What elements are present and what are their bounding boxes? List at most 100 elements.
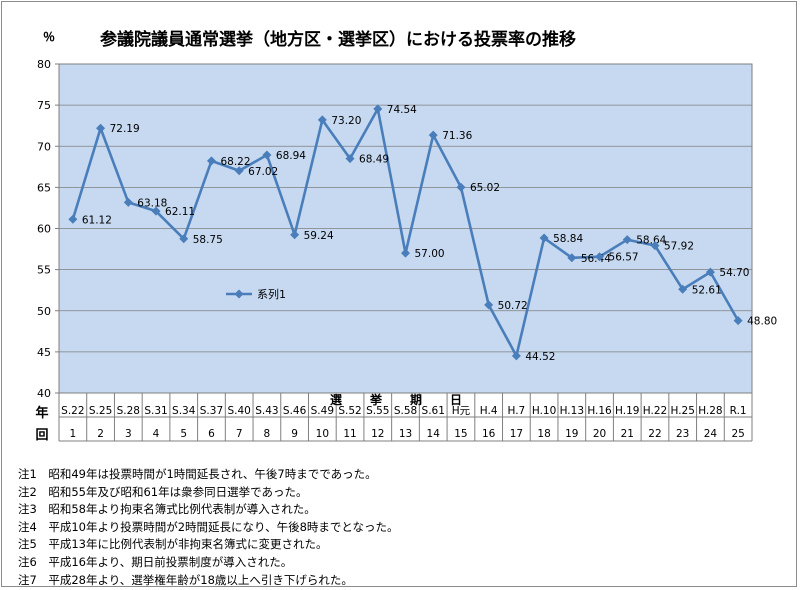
x-tick-label: H.16 [587, 405, 612, 417]
y-tick-label: 75 [37, 99, 51, 112]
data-label: 44.52 [525, 351, 555, 363]
data-point-marker [234, 166, 244, 176]
data-label: 54.70 [719, 267, 749, 279]
line-chart: 参議院議員通常選挙（地方区・選挙区）における投票率の推移 ％ 404550556… [35, 29, 777, 443]
data-label: 56.57 [609, 252, 639, 264]
round-label: 11 [343, 428, 356, 440]
x-tick-label: H元 [452, 405, 471, 417]
y-tick-label: 45 [37, 346, 51, 359]
data-point-marker [567, 253, 577, 263]
data-label: 68.94 [276, 150, 306, 162]
row-label-era: 年 [35, 405, 48, 421]
data-label: 61.12 [82, 214, 112, 226]
legend-label: 系列1 [257, 287, 286, 301]
round-label: 20 [593, 428, 606, 440]
data-point-marker [290, 230, 300, 240]
y-tick-label: 80 [37, 58, 51, 71]
data-point-marker [179, 234, 189, 244]
x-tick-label: S.34 [172, 405, 196, 417]
data-point-marker [650, 241, 660, 251]
round-label: 25 [731, 428, 744, 440]
data-label: 72.19 [110, 123, 140, 135]
data-label: 52.61 [692, 284, 722, 296]
x-tick-label: S.58 [394, 405, 417, 417]
round-label: 10 [316, 428, 329, 440]
x-tick-label: H.13 [560, 405, 584, 417]
round-label: 4 [153, 428, 160, 440]
row-label-round: 回 [35, 428, 48, 443]
data-label: 71.36 [442, 130, 472, 142]
data-point-marker [428, 130, 438, 140]
x-tick-label: S.31 [144, 405, 167, 417]
data-point-marker [595, 252, 605, 262]
data-point-marker [123, 197, 133, 207]
data-point-marker [401, 248, 410, 258]
round-label: 5 [180, 428, 187, 440]
data-label: 57.00 [415, 248, 445, 260]
x-tick-label: H.19 [615, 405, 639, 417]
x-tick-label: H.10 [532, 405, 556, 417]
round-label: 3 [125, 428, 132, 440]
round-label: 22 [648, 428, 661, 440]
data-label: 68.22 [220, 156, 250, 168]
x-tick-label: S.46 [283, 405, 307, 417]
data-point-marker [96, 123, 106, 133]
x-tick-label: S.22 [61, 405, 84, 417]
data-label: 57.92 [664, 241, 694, 253]
data-label: 74.54 [387, 104, 417, 116]
round-label: 7 [236, 428, 243, 440]
round-label: 6 [208, 428, 215, 440]
data-point-marker [733, 316, 743, 326]
round-label: 18 [537, 428, 550, 440]
note-4: 注4 平成10年より投票時間が2時間延長になり、午後8時までとなった。 [18, 519, 399, 534]
round-label: 24 [704, 428, 718, 440]
data-point-marker [456, 182, 466, 192]
x-tick-label: S.49 [311, 405, 334, 417]
y-tick-label: 40 [37, 387, 51, 400]
data-point-marker [68, 214, 78, 224]
data-point-marker [539, 233, 549, 243]
x-tick-label: R.1 [730, 405, 747, 417]
x-tick-label: H.28 [698, 405, 722, 417]
note-6: 注6 平成16年より、期日前投票制度が導入された。 [18, 554, 293, 569]
data-label: 50.72 [498, 300, 528, 312]
y-tick-label: 60 [37, 223, 51, 236]
x-tick-label: H.25 [670, 405, 694, 417]
data-label: 58.64 [636, 235, 666, 247]
data-point-marker [678, 284, 688, 294]
data-label: 59.24 [304, 230, 334, 242]
round-label: 1 [70, 428, 77, 440]
data-label: 63.18 [137, 197, 167, 209]
round-label: 2 [97, 428, 104, 440]
round-label: 15 [454, 428, 467, 440]
data-label: 73.20 [331, 115, 361, 127]
x-tick-label: S.25 [89, 405, 112, 417]
note-5: 注5 平成13年に比例代表制が非拘束名簿式に変更された。 [18, 537, 328, 552]
data-point-marker [317, 115, 327, 125]
notes-list: 注1 昭和49年は投票時間が1時間延長され、午後7時までであった。 注2 昭和5… [18, 466, 788, 589]
data-point-marker [151, 206, 161, 216]
y-tick-label: 50 [37, 305, 51, 318]
round-label: 13 [399, 428, 412, 440]
round-label: 12 [371, 428, 384, 440]
data-point-marker [373, 104, 383, 114]
x-tick-label: S.61 [422, 405, 445, 417]
data-point-marker [345, 154, 355, 164]
x-tick-label: S.52 [338, 405, 361, 417]
data-label: 67.02 [248, 166, 278, 178]
x-tick-label: S.37 [200, 405, 223, 417]
y-tick-label: 55 [37, 264, 51, 277]
round-label: 14 [427, 428, 441, 440]
round-label: 9 [291, 428, 298, 440]
data-point-marker [511, 351, 521, 361]
x-tick-label: H.22 [643, 405, 667, 417]
round-label: 23 [676, 428, 689, 440]
data-label: 48.80 [747, 316, 777, 328]
round-label: 19 [565, 428, 578, 440]
y-unit-label: ％ [43, 30, 55, 44]
chart-title: 参議院議員通常選挙（地方区・選挙区）における投票率の推移 [100, 29, 576, 50]
x-tick-label: S.28 [117, 405, 140, 417]
round-label: 8 [264, 428, 271, 440]
data-label: 62.11 [165, 206, 195, 218]
